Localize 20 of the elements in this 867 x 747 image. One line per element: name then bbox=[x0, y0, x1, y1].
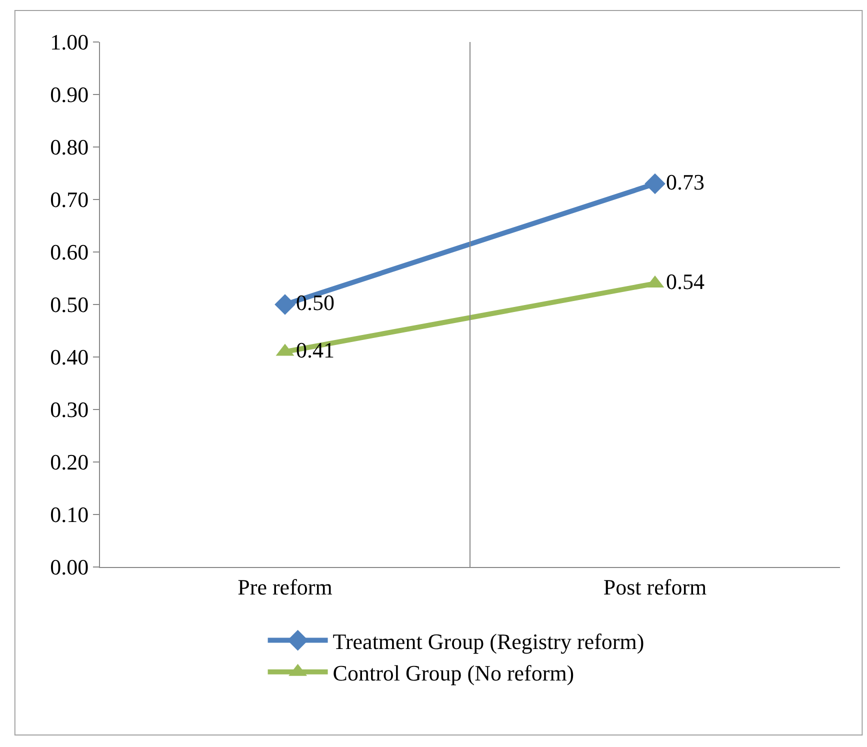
point bbox=[644, 173, 666, 194]
y-tick-label: 0.70 bbox=[50, 187, 89, 212]
point bbox=[274, 294, 296, 315]
y-tick-label: 0.50 bbox=[50, 292, 89, 318]
y-tick-label: 0.20 bbox=[50, 450, 89, 475]
y-tick-label: 0.80 bbox=[50, 134, 89, 160]
y-tick-label: 0.40 bbox=[50, 344, 89, 370]
x-tick-label: Post reform bbox=[603, 574, 707, 600]
text: 0.73 bbox=[666, 169, 704, 194]
text: 0.54 bbox=[666, 269, 704, 294]
y-tick-label: 1.00 bbox=[50, 30, 89, 55]
y-tick-label: 0.30 bbox=[50, 397, 89, 422]
legend-label: Control Group (No reform) bbox=[332, 660, 574, 686]
y-tick-label: 0.90 bbox=[50, 82, 89, 108]
y-tick-label: 0.10 bbox=[50, 502, 89, 528]
text: 0.50 bbox=[296, 290, 334, 315]
legend-label: Treatment Group (Registry reform) bbox=[332, 628, 644, 654]
x-tick-label: Pre reform bbox=[238, 574, 332, 600]
y-tick-label: 0.60 bbox=[50, 240, 89, 265]
y-tick-label: 0.00 bbox=[50, 554, 89, 580]
